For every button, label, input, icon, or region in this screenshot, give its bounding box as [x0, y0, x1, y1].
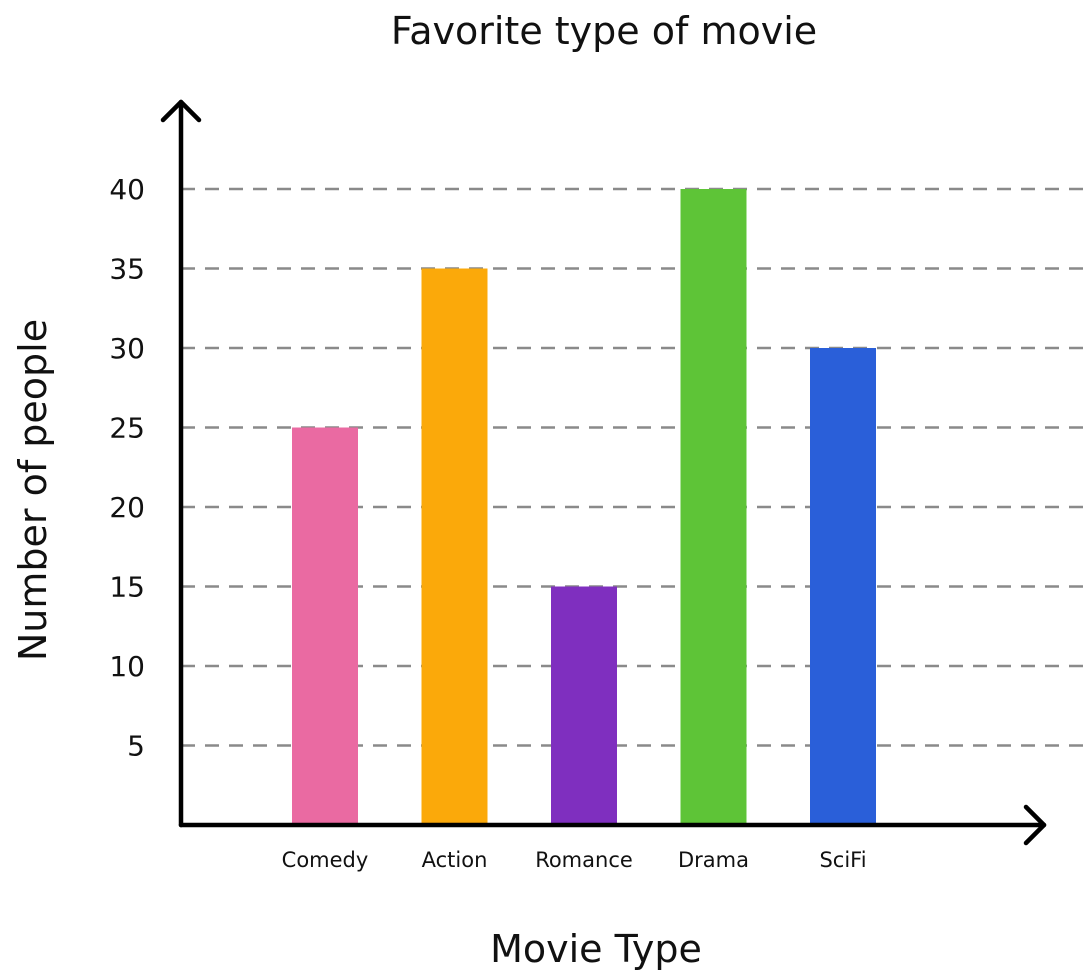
x-tick-label: Romance: [535, 848, 633, 872]
x-tick-label: Action: [422, 848, 488, 872]
chart-title: Favorite type of movie: [391, 9, 817, 53]
bar-comedy: [292, 427, 358, 825]
bars: [292, 189, 876, 825]
y-tick-label: 20: [109, 491, 145, 524]
y-tick-labels: 5 10 15 20 25 30 35 40: [109, 173, 145, 763]
x-axis-label: Movie Type: [490, 927, 702, 971]
bar-romance: [551, 586, 617, 825]
y-tick-label: 15: [109, 571, 145, 604]
x-tick-label: Drama: [678, 848, 749, 872]
x-axis-arrow-icon: [1023, 804, 1047, 846]
bar-action: [421, 268, 488, 825]
x-tick-label: SciFi: [819, 848, 866, 872]
y-tick-label: 30: [109, 332, 145, 365]
x-tick-label: Comedy: [282, 848, 369, 872]
x-tick-labels: Comedy Action Romance Drama SciFi: [282, 848, 867, 872]
bar-drama: [680, 189, 747, 825]
y-tick-label: 25: [109, 412, 145, 445]
y-tick-label: 35: [109, 253, 145, 286]
y-tick-label: 40: [109, 173, 145, 206]
y-axis-arrow-icon: [160, 99, 202, 123]
y-tick-label: 5: [127, 730, 145, 763]
y-tick-label: 10: [109, 650, 145, 683]
bar-scifi: [810, 348, 876, 825]
y-axis-label: Number of people: [11, 319, 55, 661]
